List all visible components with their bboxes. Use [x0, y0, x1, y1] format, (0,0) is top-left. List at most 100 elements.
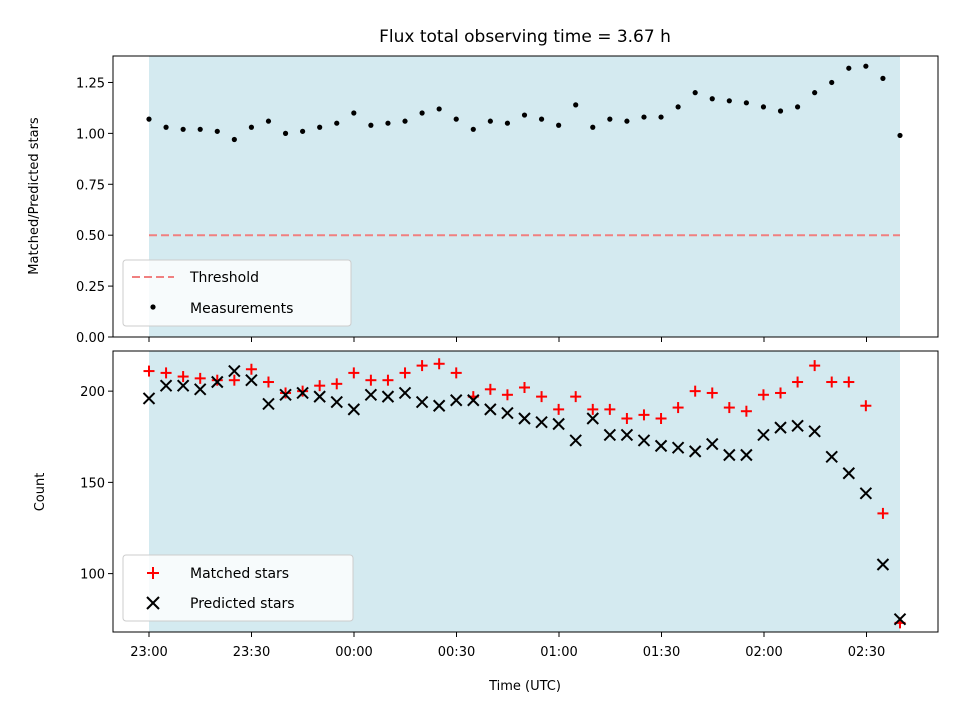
predicted-stars-point: [381, 390, 395, 403]
top-y-axis-ticks: 0.00 0.25 0.50 0.75 1.00 1.25: [76, 76, 113, 346]
bottom-plot-frame: [112, 350, 939, 633]
matched-stars-point: [177, 371, 189, 383]
predicted-stars-point: [535, 415, 548, 429]
top-plot-frame: [112, 55, 939, 338]
measurement-point: [180, 126, 186, 132]
bottom-panel: 100 150 200 23:00 23:30 00:00 00:30 01:00 01:30…: [33, 350, 939, 694]
measurement-point: [146, 116, 152, 122]
measurement-point: [692, 90, 698, 96]
legend-label-matched-stars: Matched stars: [190, 566, 289, 582]
legend-label-measurements: Measurements: [190, 301, 293, 317]
measurement-point: [777, 108, 784, 114]
predicted-stars-point: [671, 441, 685, 454]
measurement-point: [624, 118, 630, 124]
matched-stars-point: [689, 385, 701, 397]
matched-stars-point: [621, 413, 633, 425]
measurement-point: [317, 124, 323, 130]
chart-title: Flux total observing time = 3.67 h: [379, 27, 671, 47]
measurement-point: [897, 132, 903, 139]
measurement-point: [863, 63, 869, 69]
measurement-point: [880, 75, 886, 81]
matched-stars-point: [553, 403, 565, 415]
measurement-point: [402, 118, 408, 124]
measurement-point: [300, 128, 306, 134]
bottom-y-axis-ticks: 100 150 200: [80, 385, 113, 583]
matched-stars-point: [143, 365, 155, 377]
predicted-stars-point: [313, 390, 326, 403]
y-tick-label: 1.00: [76, 127, 105, 142]
matched-stars-point: [297, 385, 309, 397]
y-tick-label: 100: [80, 568, 105, 583]
top-x-axis-ticks: [148, 337, 867, 342]
matched-stars-point: [331, 378, 343, 390]
matched-stars-point: [211, 374, 223, 386]
measurement-point: [658, 114, 664, 120]
bottom-y-axis-label: Count: [33, 473, 48, 512]
matched-stars-point: [877, 507, 889, 519]
measurement-point: [265, 118, 272, 124]
y-tick-label: 150: [80, 476, 105, 491]
measurement-point: [812, 90, 818, 96]
measurement-point: [282, 130, 289, 136]
measurement-point: [709, 96, 715, 102]
predicted-stars-point: [467, 394, 480, 407]
measurement-point: [590, 124, 596, 130]
y-tick-label: 0.75: [76, 178, 105, 193]
matched-stars-point: [706, 387, 718, 399]
matched-stars-point: [382, 374, 394, 386]
matched-stars-point: [826, 376, 838, 388]
measurement-point: [607, 116, 613, 122]
y-tick-label: 0.00: [76, 331, 105, 346]
measurement-point: [829, 79, 835, 86]
predicted-stars-point: [842, 467, 856, 480]
x-tick-label: 02:00: [745, 645, 782, 660]
matched-stars-point: [809, 360, 821, 372]
matched-stars-point: [194, 372, 206, 384]
x-tick-label: 01:00: [540, 645, 577, 660]
matched-stars-point: [570, 391, 582, 403]
measurements-series: [146, 63, 903, 143]
matched-stars-point: [501, 389, 513, 401]
predicted-stars-point: [296, 386, 309, 400]
predicted-stars-point: [518, 412, 531, 425]
predicted-stars-point: [552, 417, 565, 431]
predicted-stars-series: [142, 364, 907, 626]
predicted-stars-point: [501, 406, 514, 420]
predicted-legend-swatch: [146, 596, 160, 610]
measurement-point: [743, 100, 749, 106]
predicted-stars-point: [757, 428, 770, 442]
predicted-stars-point: [637, 434, 651, 447]
y-tick-label: 200: [80, 385, 105, 400]
y-tick-label: 0.50: [76, 229, 105, 244]
bottom-legend-box: [122, 554, 354, 622]
measurement-point: [385, 120, 391, 126]
matched-stars-point: [160, 367, 172, 379]
x-tick-label: 23:30: [233, 645, 270, 660]
measurement-point: [214, 128, 220, 134]
predicted-stars-point: [432, 399, 446, 412]
predicted-stars-point: [723, 448, 736, 462]
matched-stars-point: [843, 376, 855, 388]
predicted-stars-point: [603, 428, 617, 442]
predicted-stars-point: [228, 364, 241, 378]
matched-stars-point: [792, 376, 804, 388]
measurements-legend-swatch: [150, 304, 156, 310]
predicted-stars-point: [791, 419, 804, 433]
matched-stars-point: [262, 376, 274, 388]
predicted-stars-point: [364, 388, 378, 401]
matched-stars-point: [314, 380, 326, 392]
predicted-stars-point: [415, 395, 429, 409]
measurement-point: [419, 110, 425, 116]
predicted-stars-point: [688, 445, 702, 458]
predicted-stars-point: [740, 448, 753, 462]
predicted-stars-point: [825, 450, 838, 464]
predicted-stars-point: [484, 403, 497, 416]
predicted-stars-point: [279, 388, 292, 401]
matched-stars-point: [245, 363, 257, 375]
measurement-point: [248, 124, 255, 130]
predicted-stars-point: [808, 425, 821, 438]
x-tick-label: 00:00: [335, 645, 372, 660]
predicted-stars-point: [142, 392, 156, 405]
matched-stars-point: [433, 358, 445, 370]
